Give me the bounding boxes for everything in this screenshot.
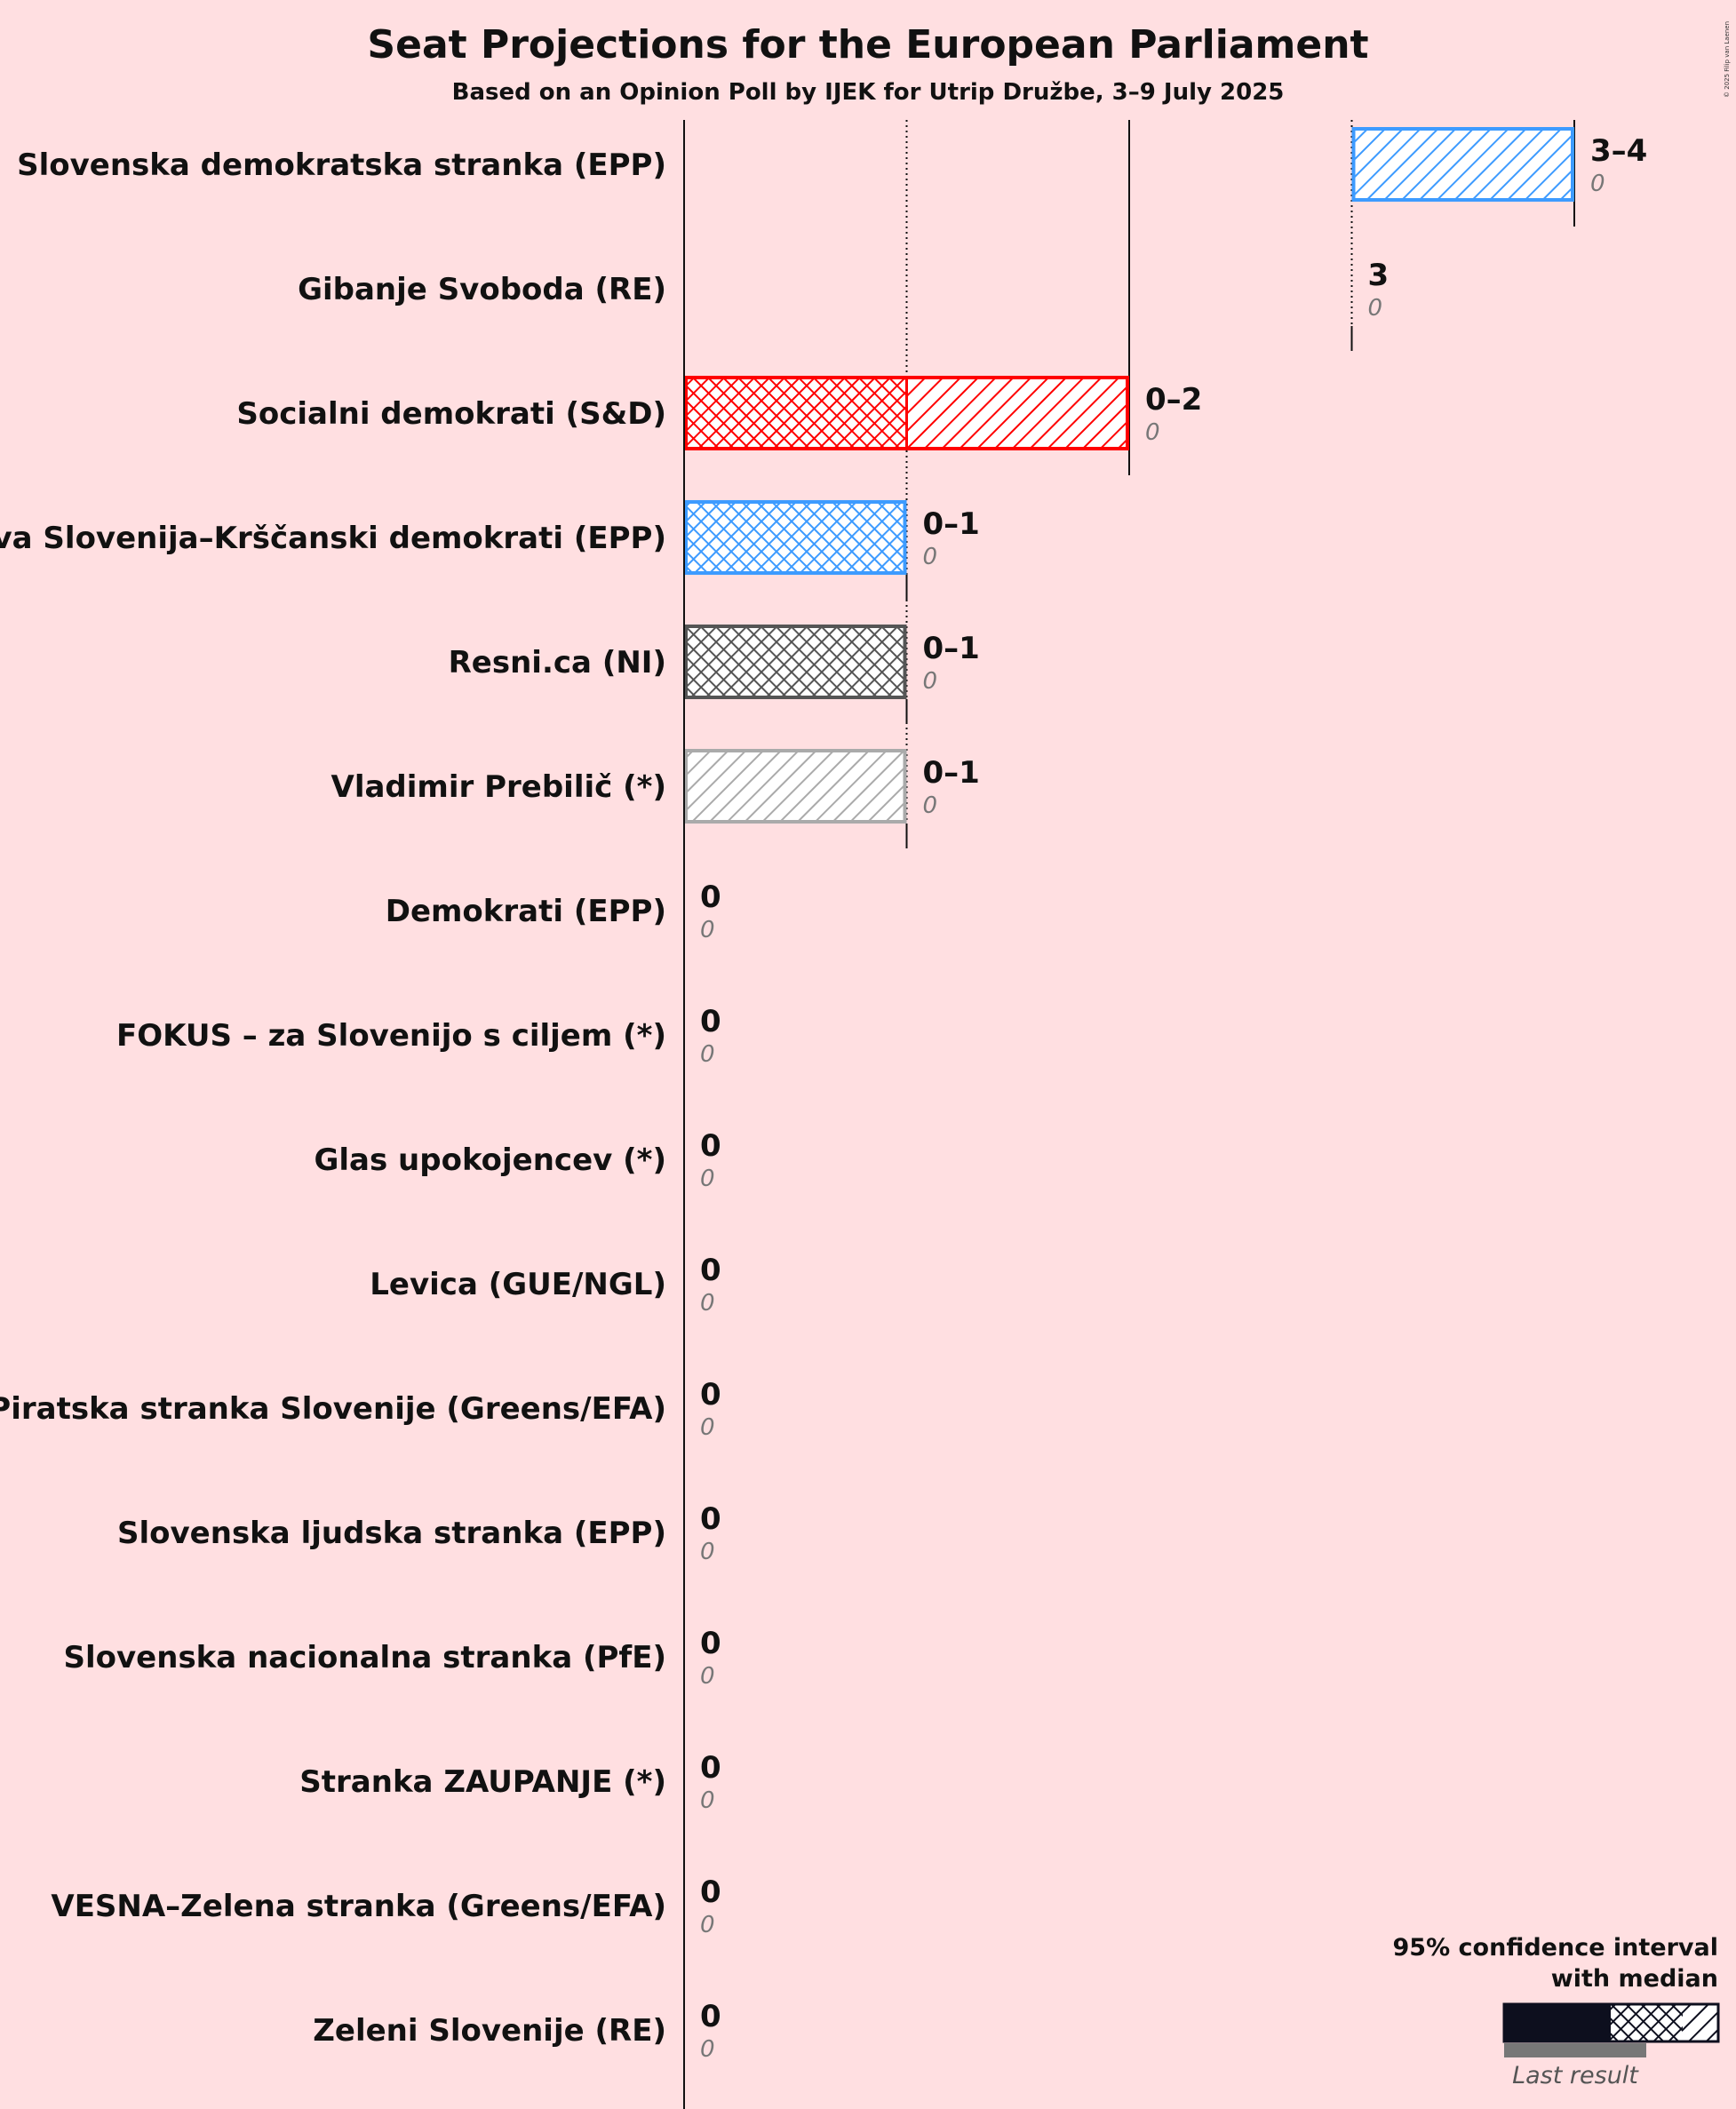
- party-row-stranka-zaupanje: Stranka ZAUPANJE (*) 00: [299, 1750, 721, 1814]
- bar-crosshatch-segment: [684, 625, 907, 699]
- party-row-piratska-stranka-slovenije-greens-efa: Piratska stranka Slovenije (Greens/EFA) 0…: [0, 1377, 721, 1441]
- party-row-slovenska-demokratska-stranka-epp: Slovenska demokratska stranka (EPP) 3–40: [17, 127, 1647, 227]
- last-result-label: 0: [700, 1166, 715, 1192]
- party-label: Resni.ca (NI): [449, 645, 666, 680]
- seat-range-label: 0: [700, 1874, 721, 1910]
- bar-outline: [684, 500, 907, 575]
- last-result-label: 0: [923, 544, 938, 570]
- last-result-label: 0: [923, 668, 938, 695]
- last-result-label: 0: [700, 1041, 715, 1068]
- last-result-label: 0: [700, 917, 715, 943]
- seat-range-label: 0: [700, 1004, 721, 1039]
- last-result-label: 0: [700, 1663, 715, 1690]
- party-row-slovenska-ljudska-stranka-epp: Slovenska ljudska stranka (EPP) 00: [117, 1501, 721, 1565]
- last-result-label: 0: [700, 1290, 715, 1317]
- bar-outline: [684, 749, 907, 824]
- seat-range-label: 3: [1368, 258, 1390, 293]
- party-row-demokrati-epp: Demokrati (EPP) 00: [386, 879, 721, 943]
- bar-crosshatch-segment: [684, 500, 907, 575]
- party-label: Slovenska nacionalna stranka (PfE): [64, 1640, 666, 1675]
- bar-hatch-segment: [684, 749, 907, 824]
- last-result-label: 0: [700, 1912, 715, 1938]
- legend-solid-segment: [1504, 2004, 1611, 2041]
- seat-range-label: 0–1: [923, 506, 980, 542]
- legend-outline: [1502, 2002, 1720, 2043]
- seat-range-label: 0: [700, 1501, 721, 1537]
- last-result-label: 0: [1145, 419, 1160, 446]
- legend-hatch-segment: [1683, 2004, 1718, 2041]
- last-result-label: 0: [700, 1539, 715, 1565]
- legend: 95% confidence interval with median Last…: [1393, 1934, 1720, 2089]
- seat-range-label: 0–1: [923, 755, 980, 791]
- seat-range-label: 0: [700, 1999, 721, 2034]
- last-result-label: 0: [923, 792, 938, 819]
- party-row-socialni-demokrati-s-d: Socialni demokrati (S&D) 0–20: [236, 376, 1202, 475]
- party-label: Slovenska ljudska stranka (EPP): [117, 1516, 666, 1551]
- legend-last-result-label: Last result: [1512, 2062, 1639, 2089]
- last-result-label: 0: [700, 2036, 715, 2063]
- seat-range-label: 0–1: [923, 631, 980, 666]
- party-label: Socialni demokrati (S&D): [236, 396, 666, 432]
- gridlines: [905, 120, 1575, 848]
- party-row-resni-ca-ni: Resni.ca (NI) 0–10: [449, 625, 980, 724]
- party-row-slovenska-nacionalna-stranka-pfe: Slovenska nacionalna stranka (PfE) 00: [64, 1626, 721, 1690]
- party-label: Glas upokojencev (*): [314, 1142, 666, 1178]
- chart-subtitle: Based on an Opinion Poll by IJEK for Utr…: [452, 79, 1285, 106]
- party-label: FOKUS – za Slovenijo s ciljem (*): [116, 1018, 666, 1054]
- party-label: Stranka ZAUPANJE (*): [299, 1764, 666, 1800]
- bars: Slovenska demokratska stranka (EPP) 3–40G…: [0, 127, 1647, 2063]
- party-row-vesna-zelena-stranka-greens-efa: VESNA–Zelena stranka (Greens/EFA) 00: [51, 1874, 721, 1938]
- bar-crosshatch-segment: [684, 376, 907, 450]
- bar-hatch-segment: [1351, 127, 1574, 202]
- last-result-label: 0: [700, 1414, 715, 1441]
- party-label: VESNA–Zelena stranka (Greens/EFA): [51, 1889, 666, 1924]
- party-label: Nova Slovenija–Krščanski demokrati (EPP): [0, 521, 666, 556]
- legend-title-line2: with median: [1551, 1965, 1718, 1993]
- seat-range-label: 0: [700, 1626, 721, 1661]
- seat-range-label: 0: [700, 1750, 721, 1786]
- party-row-gibanje-svoboda-re: Gibanje Svoboda (RE) 30: [298, 258, 1389, 351]
- seat-range-label: 0: [700, 1128, 721, 1164]
- seat-range-label: 0: [700, 1377, 721, 1413]
- party-row-nova-slovenija-kr-anski-demokrati-epp: Nova Slovenija–Krščanski demokrati (EPP)…: [0, 500, 980, 600]
- last-result-label: 0: [700, 1787, 715, 1814]
- last-result-label: 0: [1590, 171, 1605, 197]
- party-label: Levica (GUE/NGL): [370, 1267, 666, 1302]
- party-label: Zeleni Slovenije (RE): [313, 2013, 666, 2049]
- copyright-notice: © 2025 Filip van Laenen: [1724, 21, 1731, 98]
- legend-last-result-bar: [1504, 2043, 1646, 2057]
- party-label: Gibanje Svoboda (RE): [298, 272, 666, 307]
- party-row-zeleni-slovenije-re: Zeleni Slovenije (RE) 00: [313, 1999, 721, 2063]
- chart-title: Seat Projections for the European Parlia…: [367, 22, 1368, 68]
- party-label: Demokrati (EPP): [386, 894, 666, 929]
- party-row-glas-upokojencev: Glas upokojencev (*) 00: [314, 1128, 721, 1192]
- party-row-levica-gue-ngl: Levica (GUE/NGL) 00: [370, 1253, 721, 1317]
- bar-hatch-segment: [906, 376, 1129, 450]
- seat-range-label: 0–2: [1145, 382, 1202, 418]
- party-label: Vladimir Prebilič (*): [331, 769, 667, 805]
- seat-range-label: 0: [700, 1253, 721, 1288]
- legend-title-line1: 95% confidence interval: [1393, 1934, 1718, 1962]
- last-result-label: 0: [1368, 295, 1383, 322]
- bar-outline: [1351, 127, 1574, 202]
- party-row-vladimir-prebili: Vladimir Prebilič (*) 0–10: [331, 749, 980, 848]
- bar-outline: [684, 625, 907, 699]
- legend-crosshatch-segment: [1611, 2004, 1683, 2041]
- party-label: Slovenska demokratska stranka (EPP): [17, 147, 666, 183]
- party-label: Piratska stranka Slovenije (Greens/EFA): [0, 1391, 666, 1427]
- seat-range-label: 0: [700, 879, 721, 915]
- seat-range-label: 3–4: [1590, 133, 1647, 169]
- party-row-fokus-za-slovenijo-s-ciljem: FOKUS – za Slovenijo s ciljem (*) 00: [116, 1004, 721, 1068]
